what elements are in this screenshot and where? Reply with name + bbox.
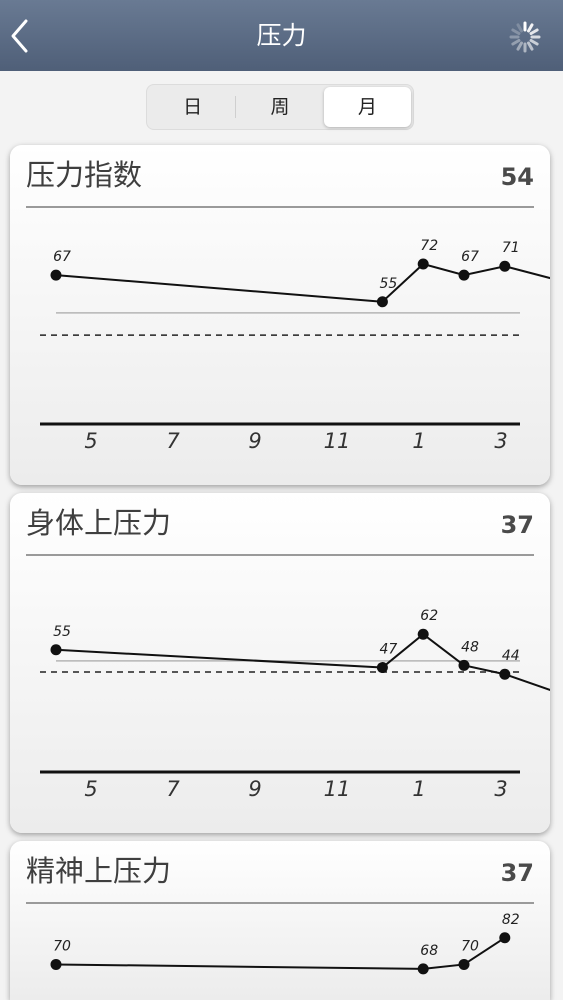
mental-stress-chart: 70 68 70 82 bbox=[50, 912, 520, 975]
data-label: 44 bbox=[502, 648, 520, 664]
stress-index-chart: 579111367557267714754 bbox=[40, 238, 550, 453]
data-point bbox=[499, 932, 511, 944]
data-point bbox=[499, 260, 511, 272]
data-label: 71 bbox=[502, 240, 520, 256]
x-tick-label: 11 bbox=[324, 777, 351, 801]
data-label: 68 bbox=[420, 943, 438, 959]
data-label: 67 bbox=[461, 249, 479, 265]
segment-day[interactable]: 日 bbox=[149, 87, 237, 127]
data-label: 48 bbox=[461, 639, 479, 655]
data-point bbox=[376, 662, 388, 674]
x-tick-label: 3 bbox=[494, 777, 507, 801]
page-title: 压力 bbox=[256, 21, 307, 50]
data-point bbox=[417, 628, 429, 640]
physical-stress-chart: 579111355476248441237 bbox=[40, 608, 550, 801]
chevron-left-icon[interactable] bbox=[6, 18, 36, 54]
series-line bbox=[55, 262, 550, 303]
spinner-icon bbox=[509, 21, 541, 53]
card-divider bbox=[26, 206, 534, 208]
card-value: 37 bbox=[500, 859, 534, 887]
card-divider bbox=[26, 554, 534, 556]
period-segmented-control: 日 周 月 bbox=[146, 84, 414, 130]
x-tick-label: 9 bbox=[248, 429, 261, 453]
navigation-bar: 压力 bbox=[0, 0, 563, 71]
data-label: 47 bbox=[379, 642, 397, 658]
card-value: 37 bbox=[500, 511, 534, 539]
segment-week[interactable]: 周 bbox=[270, 96, 290, 118]
stress-index-card[interactable]: 压力指数 54 579111367557267714754 bbox=[10, 145, 550, 485]
segment-month[interactable]: 月 bbox=[323, 87, 411, 127]
data-label: 72 bbox=[420, 238, 438, 254]
x-tick-label: 7 bbox=[166, 429, 180, 453]
x-tick-label: 3 bbox=[494, 429, 507, 453]
x-tick-label: 1 bbox=[412, 777, 425, 801]
data-label: 70 bbox=[461, 938, 479, 954]
data-point bbox=[458, 958, 470, 970]
data-label: 67 bbox=[53, 249, 71, 265]
x-tick-label: 9 bbox=[248, 777, 261, 801]
x-tick-label: 11 bbox=[324, 429, 351, 453]
physical-stress-card[interactable]: 身体上压力 37 579111355476248441237 bbox=[10, 493, 550, 833]
data-point bbox=[417, 963, 429, 975]
series-line bbox=[55, 936, 506, 970]
data-point bbox=[458, 659, 470, 671]
mental-stress-card[interactable]: 精神上压力 37 70 68 70 82 bbox=[10, 841, 550, 1000]
data-point bbox=[499, 668, 511, 680]
card-title: 精神上压力 bbox=[26, 854, 172, 888]
card-title: 身体上压力 bbox=[26, 506, 172, 540]
data-label: 55 bbox=[53, 624, 71, 640]
x-tick-label: 5 bbox=[84, 429, 97, 453]
data-point bbox=[50, 269, 62, 281]
x-tick-label: 1 bbox=[412, 429, 425, 453]
data-point bbox=[376, 296, 388, 308]
data-point bbox=[417, 258, 429, 270]
data-point bbox=[50, 958, 62, 970]
x-tick-label: 7 bbox=[166, 777, 180, 801]
data-point bbox=[458, 269, 470, 281]
data-label: 70 bbox=[53, 938, 71, 954]
data-label: 82 bbox=[502, 912, 520, 928]
data-point bbox=[50, 644, 62, 656]
card-title: 压力指数 bbox=[26, 158, 143, 192]
data-label: 62 bbox=[420, 608, 438, 624]
data-label: 55 bbox=[379, 276, 397, 292]
x-tick-label: 5 bbox=[84, 777, 97, 801]
card-value: 54 bbox=[500, 163, 534, 191]
card-divider bbox=[26, 902, 534, 904]
